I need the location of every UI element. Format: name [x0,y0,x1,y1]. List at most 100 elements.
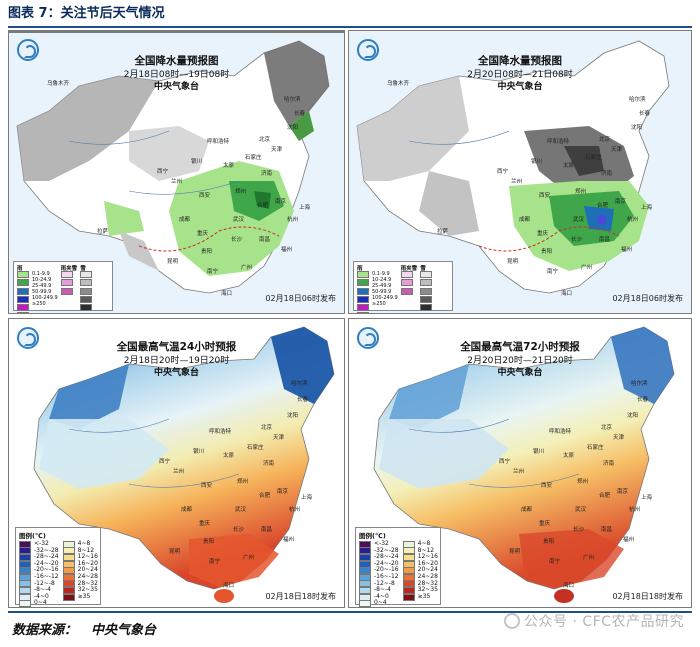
precip-map-panel-2[interactable]: 全国降水量预报图 2月20日08时—21日08时 中央气象台 乌鲁木齐 哈尔滨 … [348,30,692,314]
city-label: 长春 [637,397,649,403]
city-label: 北京 [259,137,271,143]
legend-value: 12~16 [417,553,438,561]
legend-swatch [400,287,413,295]
city-label: 太原 [223,453,235,459]
legend-value: 16~20 [417,559,438,567]
city-label: 武汉 [575,507,587,513]
legend-swatch [357,287,369,295]
city-label: 福州 [281,247,293,253]
city-label: 合肥 [597,203,609,209]
city-label: 海口 [563,583,575,589]
figure-title: 图表 7：关注节后天气情况 [8,6,165,21]
legend-value: -8~-4 [34,586,51,594]
map-period: 2月18日08时—19日08时 [123,70,230,80]
city-label: 西安 [201,483,213,489]
issue-time: 02月18日06时发布 [612,294,683,303]
city-label: 北京 [261,425,273,431]
legend-value: 8~12 [417,546,435,554]
precip-map-panel-1[interactable]: 全国降水量预报图 2月18日08时—19日08时 中央气象台 乌鲁木齐 哈尔滨 … [8,30,345,314]
tmax-map-panel-2[interactable]: 全国最高气温72小时预报 2月20日20时—21日20时 中央气象台 哈尔滨 长… [348,318,692,608]
legend-snow-header: 雪 [80,266,86,272]
legend-value: 32~35 [77,586,98,594]
legend-value: 50-99.9 [372,289,392,295]
city-label: 西宁 [159,459,171,465]
city-label: 长春 [294,111,306,117]
legend-value: 28~32 [417,579,438,587]
map-agency: 中央气象台 [497,368,543,378]
city-label: 太原 [223,163,235,169]
watermark-text: 公众号 · CFC农产品研究 [524,614,684,630]
city-label: 呼和浩特 [547,139,570,145]
legend-value: 20~24 [77,566,98,574]
map-agency: 中央气象台 [497,82,543,92]
city-label: 合肥 [599,493,611,499]
city-label: 南昌 [259,237,271,243]
legend-swatch [357,279,369,287]
temperature-legend: 图例(℃) <-32 -32~-28 -28~-24 -24~-20 -20~-… [15,527,101,607]
city-label: 南宁 [549,559,561,565]
tmax-map-panel-1[interactable]: 全国最高气温24小时预报 2月18日20时—19日20时 中央气象台 哈尔滨 长… [8,318,345,608]
precip-legend: 雨 0.1-9.9 10-24.9 25-49.9 50-99.9 100-24… [13,261,113,313]
city-label: 上海 [641,495,653,501]
legend-swatch [80,279,93,287]
legend-snow-header: 雪 [420,266,426,272]
city-label: 沈阳 [287,125,299,131]
legend-value: 4~8 [417,540,431,547]
legend-swatch [60,271,73,278]
legend-value: -4~0 [374,592,389,600]
map-title: 全国降水量预报图 [134,55,219,67]
city-label: 天津 [273,435,285,441]
city-label: 西安 [539,193,551,199]
city-label: 天津 [613,435,625,441]
city-label: 重庆 [199,521,211,527]
legend-value: 28~32 [77,579,98,587]
map-agency: 中央气象台 [153,82,199,92]
city-label: 哈尔滨 [629,97,646,103]
legend-value: <-32 [34,540,49,547]
legend-value: 10-24.9 [32,277,52,283]
legend-value: -12~-8 [374,579,395,587]
map-title: 全国最高气温24小时预报 [116,341,237,353]
cma-logo-icon [357,39,379,61]
legend-swatch [357,304,369,312]
legend-swatch [400,279,413,287]
source-note: 数据来源： 中央气象台 [12,619,156,638]
city-label: 哈尔滨 [284,97,301,103]
legend-swatch [420,295,433,303]
legend-value: ≥35 [417,592,431,600]
legend-value: ≥250 [32,301,46,307]
city-label: 武汉 [233,217,245,223]
legend-value: -32~-28 [374,546,399,554]
city-label: 南京 [615,199,627,205]
source-value: 中央气象台 [91,623,157,638]
city-label: 银川 [193,449,205,455]
legend-value: 20~24 [417,566,438,574]
city-label: 沈阳 [631,125,643,131]
city-label: 呼和浩特 [209,429,232,435]
legend-swatch [17,287,29,295]
legend-mix-header: 雨夹雪 [400,266,418,272]
city-label: 乌鲁木齐 [387,81,410,87]
legend-value: 10-24.9 [372,277,392,283]
precip-map-1-graphic [9,31,344,313]
city-label: 太原 [563,163,575,169]
legend-value: -28~-24 [374,553,399,561]
legend-swatch [17,279,29,287]
city-label: 石家庄 [585,155,602,161]
legend-title: 图例(℃) [19,532,46,540]
city-label: 郑州 [575,189,587,195]
city-label: 武汉 [573,217,585,223]
city-label: 乌鲁木齐 [47,81,70,87]
top-rule [8,26,692,28]
legend-value: -24~-20 [374,559,399,567]
city-label: 天津 [271,147,283,153]
legend-value: ≥35 [77,592,91,600]
map-period: 2月20日08时—21日08时 [467,70,573,80]
city-label: 上海 [301,495,313,501]
watermark: 公众号 · CFC农产品研究 [504,611,684,631]
city-label: 贵阳 [203,539,215,545]
city-label: 北京 [601,425,613,431]
legend-swatch [357,271,369,278]
city-label: 南昌 [601,527,613,533]
city-label: 南京 [275,199,287,205]
